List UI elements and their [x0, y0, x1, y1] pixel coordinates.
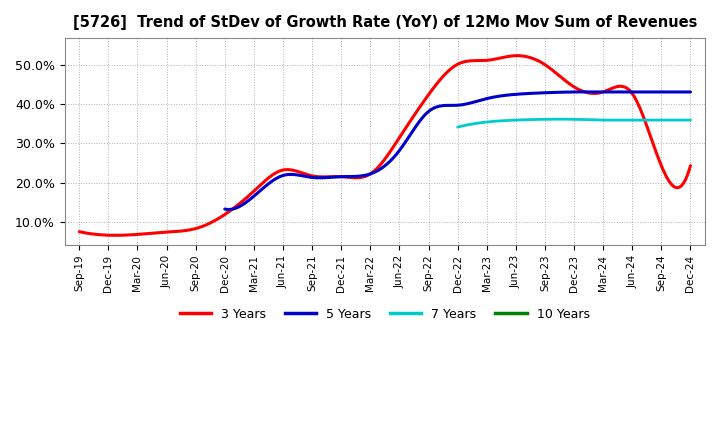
Legend: 3 Years, 5 Years, 7 Years, 10 Years: 3 Years, 5 Years, 7 Years, 10 Years [175, 303, 595, 326]
Title: [5726]  Trend of StDev of Growth Rate (YoY) of 12Mo Mov Sum of Revenues: [5726] Trend of StDev of Growth Rate (Yo… [73, 15, 697, 30]
